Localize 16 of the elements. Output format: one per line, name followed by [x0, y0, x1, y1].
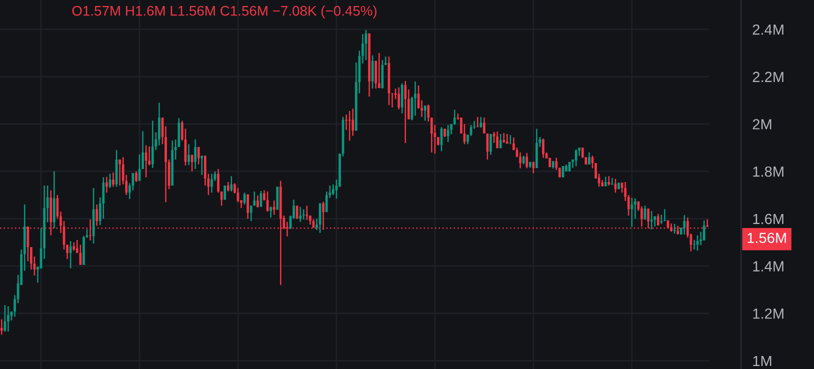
- y-tick-label: 1.2M: [753, 308, 784, 319]
- y-tick-label: 1.4M: [753, 261, 784, 272]
- candlestick: [562, 166, 564, 178]
- y-tick-label: 2M: [752, 119, 772, 130]
- candlestick: [618, 182, 620, 190]
- y-tick-label: 2.4M: [752, 24, 784, 35]
- y-tick-label: 2.2M: [752, 72, 784, 82]
- candlestick: [224, 184, 226, 200]
- annotation: O1.57M H1.6M L1.56M C1.56M −7.08K (−0.45%): [72, 6, 376, 18]
- y-tick-label: 1M: [753, 356, 772, 366]
- candlestick: [568, 161, 571, 172]
- ref-line-label: 1.56M: [748, 232, 786, 244]
- candlestick: [276, 186, 279, 210]
- y-tick-label: 1.8M: [753, 166, 784, 177]
- candlestick: [296, 205, 298, 220]
- y-tick-label: 1.6M: [753, 214, 784, 224]
